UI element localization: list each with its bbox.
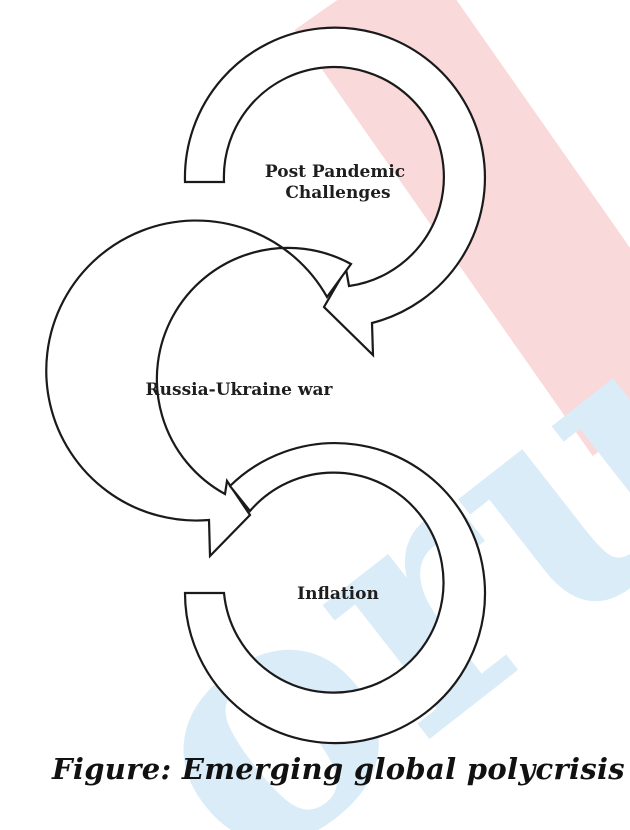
label-post-pandemic-line-2: Challenges xyxy=(285,183,390,203)
arrow-inflation xyxy=(183,442,487,745)
label-post-pandemic-line-1: Post Pandemic xyxy=(265,162,405,182)
arrow-russia-ukraine xyxy=(45,219,353,559)
label-post-pandemic: Post Pandemic Challenges xyxy=(265,162,411,203)
figure-caption: Figure: Emerging global polycrisis xyxy=(52,752,625,786)
label-russia-ukraine: Russia-Ukraine war xyxy=(146,380,334,400)
arrow-post-pandemic xyxy=(183,26,487,358)
label-inflation: Inflation xyxy=(297,584,379,604)
